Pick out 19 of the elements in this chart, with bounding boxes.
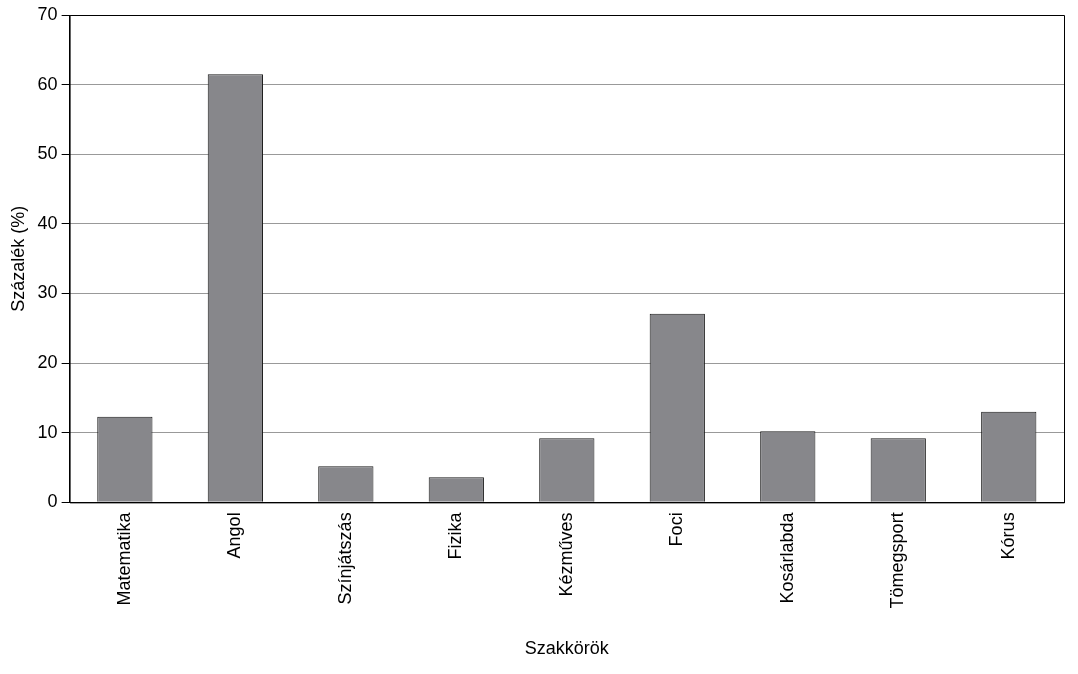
x-tick-label: Matematika (113, 511, 134, 606)
x-tick-label: Kórus (997, 512, 1018, 560)
x-tick-label: Színjátszás (334, 512, 355, 605)
x-tick-label: Tömegsport (887, 512, 908, 609)
x-axis-title: Szakkörök (524, 638, 610, 659)
x-tick-label: Foci (666, 512, 687, 547)
y-tick-label: 10 (37, 421, 58, 442)
y-axis-title: Százalék (%) (7, 205, 28, 312)
x-tick-label: Angol (224, 512, 245, 559)
y-tick-label: 50 (37, 143, 58, 164)
x-tick-label: Kézműves (555, 512, 576, 597)
y-tick-label: 0 (47, 491, 58, 512)
y-tick-label: 40 (37, 212, 58, 233)
y-tick-label: 30 (37, 282, 58, 303)
y-tick-label: 60 (37, 73, 58, 94)
x-tick-label: Fizika (445, 511, 466, 560)
y-tick-label: 70 (37, 3, 58, 24)
x-tick-label: Kosárlabda (776, 511, 797, 604)
y-tick-label: 20 (37, 352, 58, 373)
